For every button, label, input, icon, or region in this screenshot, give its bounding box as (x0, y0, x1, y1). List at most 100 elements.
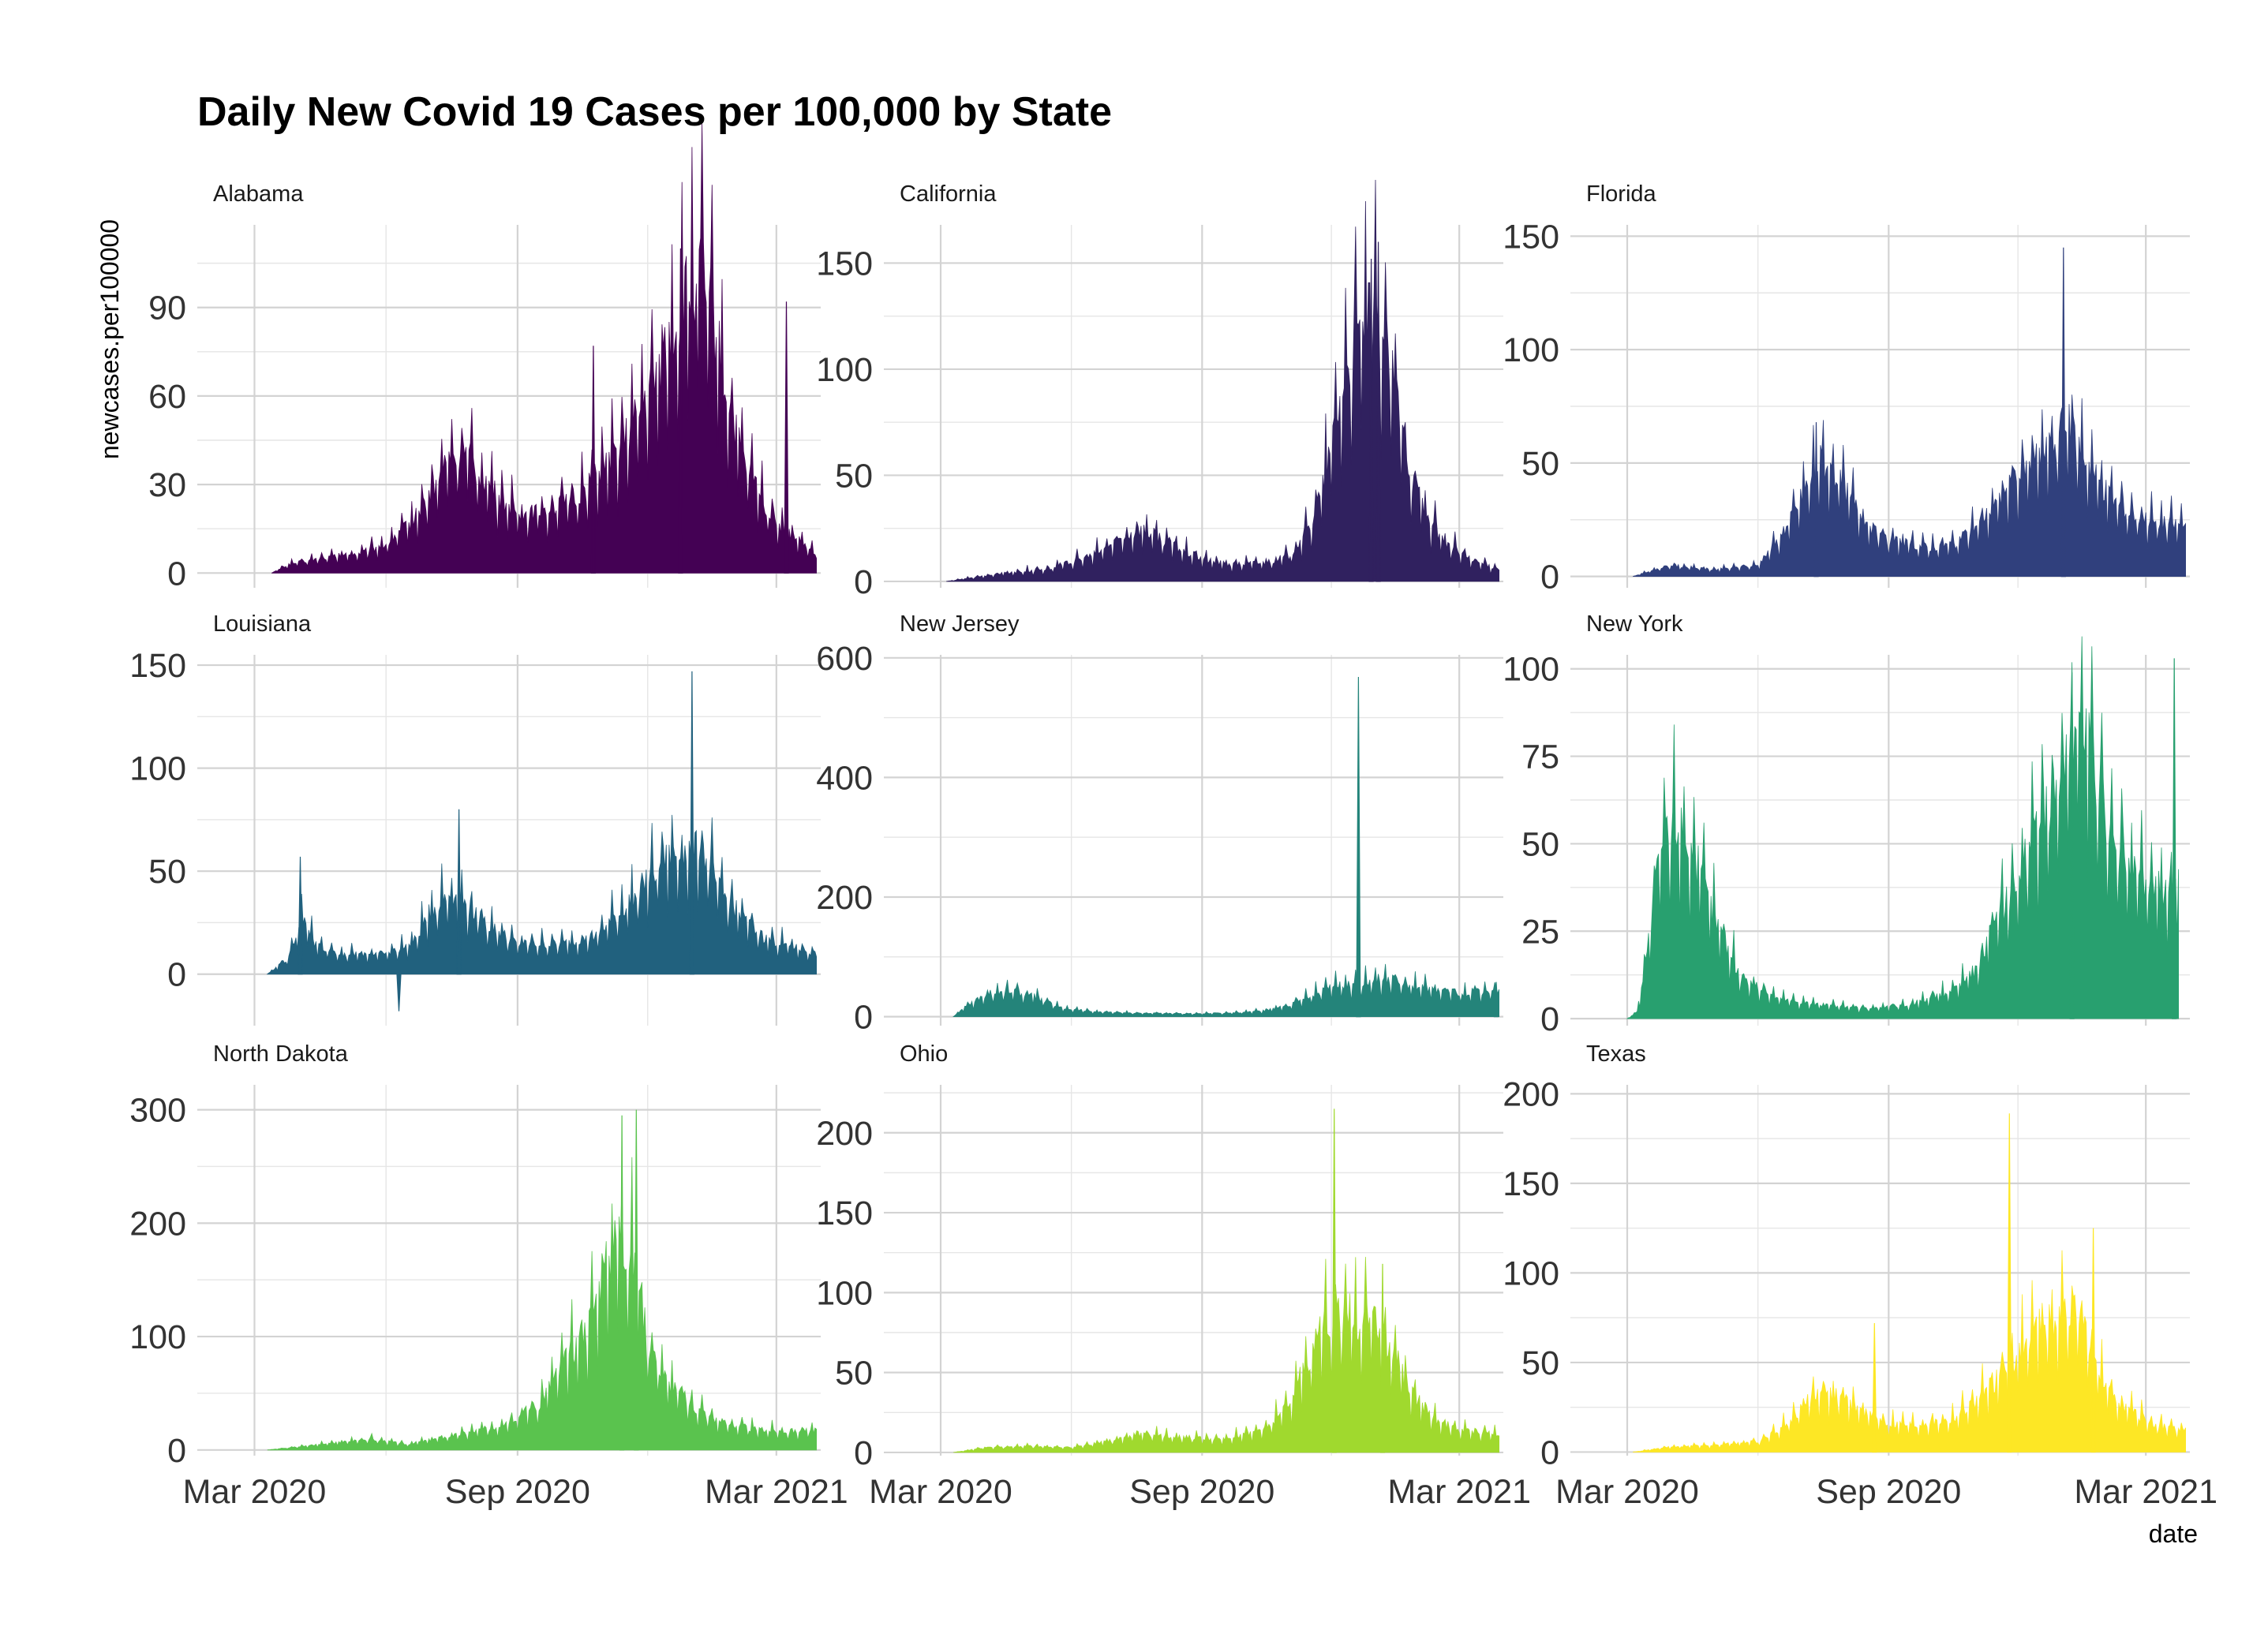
x-tick-label: Mar 2021 (1387, 1473, 1531, 1511)
panel: Florida 0 50 100 150 (1503, 181, 2190, 596)
y-axis-title: newcases.per100000 (95, 219, 124, 459)
spike-mark (298, 856, 303, 975)
y-tick-label: 75 (1521, 738, 1559, 776)
area-series (1626, 636, 2179, 1019)
panel: Alabama 0 30 60 90 (148, 123, 821, 593)
area-series (266, 781, 817, 975)
panel: California 0 50 100 150 (816, 179, 1503, 601)
y-tick-label: 300 (129, 1092, 186, 1130)
y-tick-label: 100 (1503, 651, 1559, 689)
facet-label: Ohio (900, 1041, 948, 1067)
spike-mark (1331, 1108, 1337, 1453)
y-tick-label: 150 (816, 245, 873, 282)
facet-label: Louisiana (213, 611, 312, 637)
y-tick-label: 200 (816, 1115, 873, 1153)
spike-mark (2069, 672, 2075, 1019)
y-tick-label: 0 (854, 999, 873, 1037)
spike-mark (2007, 1113, 2012, 1453)
y-tick-label: 50 (148, 853, 186, 891)
x-tick-label: Mar 2021 (2074, 1473, 2217, 1511)
y-tick-label: 400 (816, 759, 873, 797)
spike-mark (678, 248, 683, 574)
y-tick-label: 600 (816, 640, 873, 678)
x-tick-label: Sep 2020 (445, 1473, 590, 1511)
area-series (952, 963, 1499, 1017)
panel: Texas 0 50 100 150 200 Mar 2020 Sep 2020 Mar 202… (1503, 1041, 2217, 1511)
facet-label: Texas (1586, 1041, 1646, 1067)
area-series (271, 123, 817, 574)
spike-mark (619, 1115, 625, 1451)
y-tick-label: 50 (1521, 1344, 1559, 1382)
y-tick-label: 0 (1540, 1000, 1559, 1038)
x-tick-label: Sep 2020 (1816, 1473, 1961, 1511)
y-tick-label: 100 (816, 1274, 873, 1312)
y-tick-label: 150 (129, 647, 186, 685)
x-tick-label: Sep 2020 (1129, 1473, 1274, 1511)
panel: New Jersey 0 200 400 600 (816, 611, 1503, 1037)
facet-label: New York (1586, 611, 1683, 637)
y-tick-label: 200 (816, 879, 873, 917)
facet-label: Florida (1586, 181, 1657, 207)
y-tick-label: 50 (1521, 445, 1559, 483)
spike-mark (1493, 981, 1499, 1018)
spike-mark (2090, 1228, 2096, 1453)
y-tick-label: 200 (1503, 1075, 1559, 1113)
chart-title: Daily New Covid 19 Cases per 100,000 by … (197, 89, 1113, 135)
spike-mark (1813, 422, 1819, 578)
x-tick-label: Mar 2020 (1555, 1473, 1699, 1511)
y-tick-label: 90 (148, 290, 186, 327)
area-series (946, 179, 1499, 582)
y-tick-label: 100 (1503, 1254, 1559, 1292)
y-tick-label: 100 (816, 351, 873, 389)
y-tick-label: 0 (1540, 1434, 1559, 1471)
panel: North Dakota 0 100 200 300 Mar 2020 Sep 2020 Ma… (129, 1041, 848, 1511)
y-tick-label: 150 (1503, 1165, 1559, 1203)
y-tick-label: 0 (1540, 559, 1559, 596)
area-series (267, 1157, 817, 1451)
facet-label: New Jersey (900, 611, 1020, 637)
spike-mark (1356, 676, 1361, 1018)
spike-mark (590, 346, 597, 574)
y-tick-label: 0 (167, 956, 186, 994)
y-tick-label: 100 (129, 1318, 186, 1356)
panel: New York 0 25 50 75 100 (1503, 611, 2190, 1038)
y-tick-label: 100 (1503, 331, 1559, 369)
spike-mark (2172, 658, 2177, 1019)
spike-mark (396, 974, 402, 1011)
y-tick-label: 0 (854, 1434, 873, 1472)
y-tick-label: 100 (129, 750, 186, 788)
spike-mark (2060, 247, 2066, 578)
y-tick-label: 0 (167, 555, 186, 593)
area-series (1633, 1250, 2186, 1452)
y-tick-label: 200 (129, 1205, 186, 1243)
spike-mark (1872, 1322, 1877, 1453)
facet-label: North Dakota (213, 1041, 349, 1067)
panel: Ohio 0 50 100 150 200 Mar 2020 Sep 2020 Mar 2021 (816, 1041, 1531, 1511)
y-tick-label: 0 (167, 1432, 186, 1470)
spike-mark (784, 301, 789, 574)
spike-mark (1368, 258, 1374, 582)
area-series (1633, 394, 2186, 577)
facet-label: Alabama (213, 181, 304, 207)
x-axis-title: date (2149, 1520, 2198, 1548)
y-tick-label: 50 (835, 1355, 873, 1393)
y-tick-label: 25 (1521, 913, 1559, 951)
y-tick-label: 150 (1503, 218, 1559, 256)
area-series (953, 1257, 1499, 1453)
y-tick-label: 150 (816, 1194, 873, 1232)
spike-mark (689, 671, 695, 975)
spike-mark (634, 1109, 639, 1451)
y-tick-label: 50 (1521, 825, 1559, 863)
y-tick-label: 30 (148, 466, 186, 504)
panel: Louisiana 0 50 100 150 (129, 611, 821, 1026)
facet-label: California (900, 181, 997, 207)
x-tick-label: Mar 2020 (869, 1473, 1012, 1511)
spike-mark (456, 809, 462, 975)
y-tick-label: 50 (835, 457, 873, 495)
x-tick-label: Mar 2021 (705, 1473, 848, 1511)
y-tick-label: 60 (148, 378, 186, 416)
spike-mark (1375, 241, 1381, 582)
y-tick-label: 0 (854, 563, 873, 601)
spike-mark (1379, 1263, 1386, 1453)
